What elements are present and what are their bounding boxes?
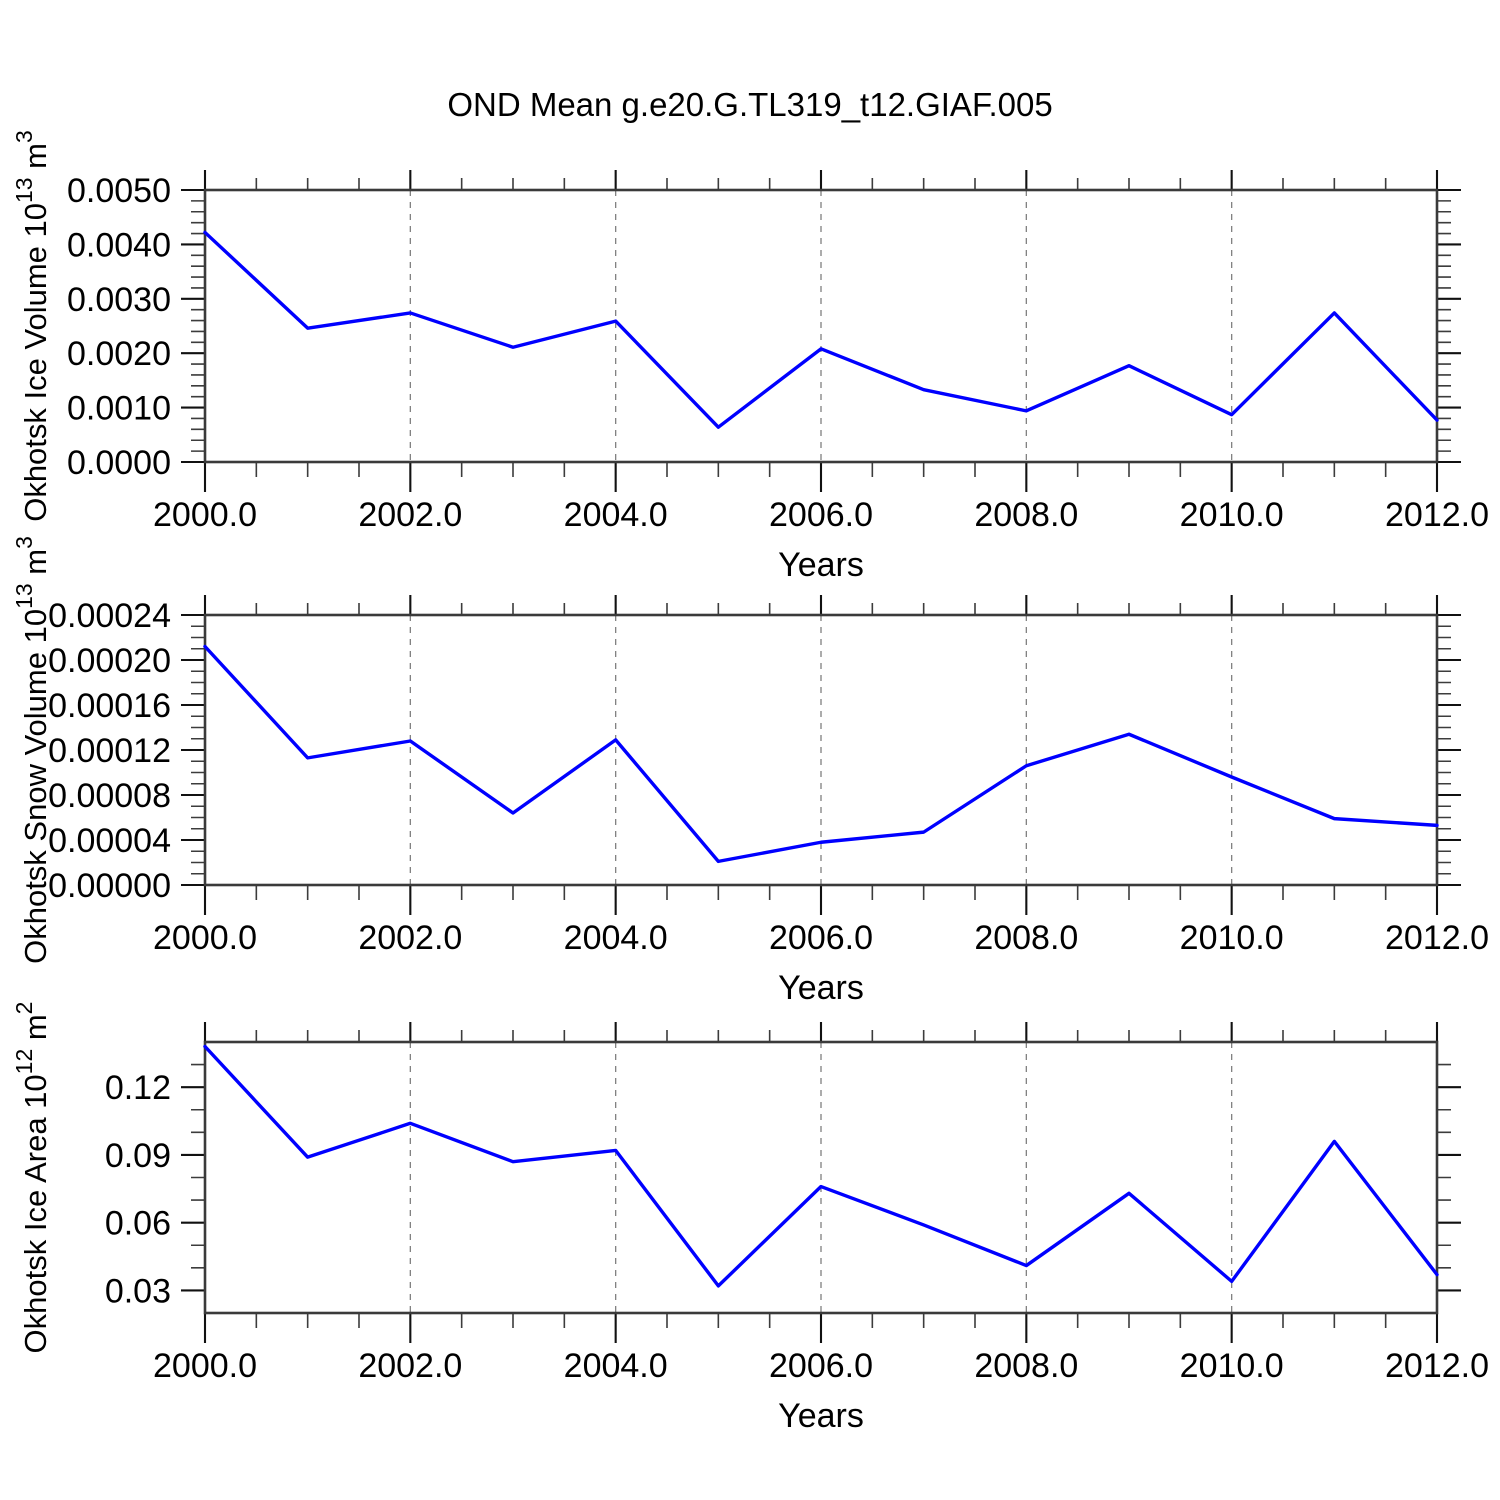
x-tick-label: 2012.0 xyxy=(1385,496,1489,534)
y-axis-title: Okhotsk Ice Area 1012 m2 xyxy=(11,1002,53,1354)
x-tick-label: 2004.0 xyxy=(564,1347,668,1385)
y-tick-label: 0.0040 xyxy=(67,226,171,264)
y-tick-label: 0.0010 xyxy=(67,390,171,428)
y-tick-label: 0.00020 xyxy=(48,642,171,680)
chart-title: OND Mean g.e20.G.TL319_t12.GIAF.005 xyxy=(447,86,1053,123)
minor-ticks xyxy=(191,178,1451,477)
x-tick-label: 2006.0 xyxy=(769,919,873,957)
y-tick-label: 0.00000 xyxy=(48,867,171,905)
x-tick-label: 2008.0 xyxy=(974,1347,1078,1385)
x-axis-title: Years xyxy=(778,969,864,1007)
x-tick-label: 2012.0 xyxy=(1385,919,1489,957)
x-tick-label: 2012.0 xyxy=(1385,1347,1489,1385)
x-tick-label: 2006.0 xyxy=(769,1347,873,1385)
x-tick-label: 2000.0 xyxy=(153,496,257,534)
x-tick-label: 2008.0 xyxy=(974,496,1078,534)
y-tick-label: 0.0050 xyxy=(67,172,171,210)
major-ticks xyxy=(181,595,1461,915)
x-tick-label: 2010.0 xyxy=(1180,1347,1284,1385)
plot-frame xyxy=(203,188,1439,464)
y-tick-label: 0.0030 xyxy=(67,281,171,319)
y-tick-label: 0.09 xyxy=(105,1137,171,1175)
x-axis-title: Years xyxy=(778,1397,864,1435)
major-ticks xyxy=(181,1022,1461,1343)
y-tick-label: 0.03 xyxy=(105,1272,171,1310)
y-tick-label: 0.00008 xyxy=(48,777,171,815)
plot-frame xyxy=(203,613,1439,887)
y-tick-label: 0.0000 xyxy=(67,444,171,482)
x-tick-label: 2000.0 xyxy=(153,919,257,957)
x-tick-label: 2010.0 xyxy=(1180,919,1284,957)
y-tick-label: 0.00012 xyxy=(48,732,171,770)
panel-ice-area: 0.03 0.06 0.09 0.12 2000.0 2002.0 2004.0 2006.0… xyxy=(11,1002,1489,1435)
y-tick-label: 0.06 xyxy=(105,1205,171,1243)
x-tick-label: 2010.0 xyxy=(1180,496,1284,534)
y-tick-label: 0.00024 xyxy=(48,597,171,635)
data-line-snow-volume xyxy=(203,644,1439,864)
y-tick-label: 0.00016 xyxy=(48,687,171,725)
plot-frame xyxy=(203,1040,1439,1315)
minor-ticks xyxy=(191,603,1451,900)
y-tick-label: 0.12 xyxy=(105,1069,171,1107)
panel-snow-volume: 0.00000 0.00004 0.00008 0.00012 0.00016 0.000… xyxy=(11,536,1489,1007)
x-tick-label: 2006.0 xyxy=(769,496,873,534)
y-tick-label: 0.0020 xyxy=(67,335,171,373)
panel-ice-volume: 0.0000 0.0010 0.0020 0.0030 0.0040 0.0050 2000… xyxy=(11,130,1489,584)
y-axis-title: Okhotsk Snow Volume 1013 m3 xyxy=(11,536,53,964)
data-line-ice-area xyxy=(203,1044,1439,1288)
x-tick-label: 2008.0 xyxy=(974,919,1078,957)
minor-ticks xyxy=(191,1030,1451,1328)
x-tick-label: 2004.0 xyxy=(564,919,668,957)
data-line-ice-volume xyxy=(203,230,1439,429)
x-tick-label: 2000.0 xyxy=(153,1347,257,1385)
y-axis-title: Okhotsk Ice Volume 1013 m3 xyxy=(11,130,53,522)
x-tick-label: 2002.0 xyxy=(358,919,462,957)
x-tick-label: 2004.0 xyxy=(564,496,668,534)
x-tick-label: 2002.0 xyxy=(358,1347,462,1385)
x-tick-label: 2002.0 xyxy=(358,496,462,534)
major-ticks xyxy=(181,170,1461,492)
x-axis-title: Years xyxy=(778,546,864,584)
y-tick-label: 0.00004 xyxy=(48,822,171,860)
